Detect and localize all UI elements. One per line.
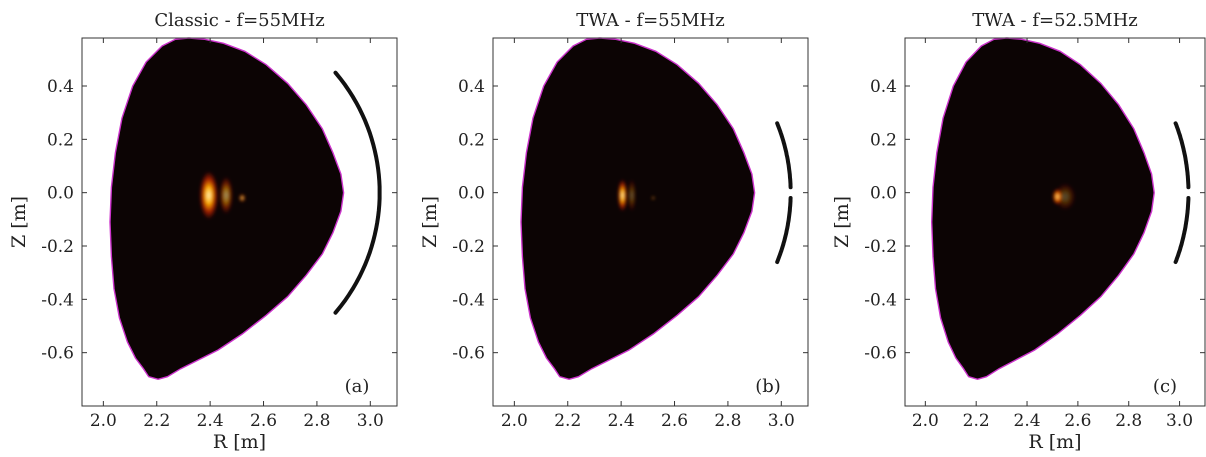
panel-2: 2.0 2.2 2.4 2.6 2.8 3.0 0.4 0.2 0.0 -0.2 -0.4 -0.6 T… xyxy=(419,10,809,431)
x-tick-label: 2.8 xyxy=(1115,411,1142,431)
y-axis-label: Z [m] xyxy=(419,196,441,248)
antenna-strap xyxy=(1173,121,1191,190)
antenna-strap xyxy=(775,196,793,264)
x-tick-label: 2.0 xyxy=(501,411,528,431)
plasma-boundary xyxy=(109,37,345,381)
y-tick-label: 0.4 xyxy=(47,77,74,97)
x-tick-label: 2.4 xyxy=(1014,411,1041,431)
x-tick-label: 2.8 xyxy=(714,411,741,431)
panel-title: Classic - f=55MHz xyxy=(154,10,324,31)
axes-frame xyxy=(492,37,809,407)
y-tick-label: -0.4 xyxy=(41,290,74,310)
y-tick-label: -0.2 xyxy=(41,237,74,257)
y-axis-label: Z [m] xyxy=(831,196,853,248)
x-tick-label: 2.0 xyxy=(912,411,939,431)
field-hotspot xyxy=(238,194,246,202)
field-hotspot xyxy=(199,171,219,220)
y-tick-label: -0.2 xyxy=(864,237,897,257)
x-tick-label: 3.0 xyxy=(1166,411,1193,431)
x-tick-label: 2.6 xyxy=(250,411,277,431)
y-tick-label: -0.6 xyxy=(452,344,485,364)
x-tick-label: 2.6 xyxy=(661,411,688,431)
plasma-region xyxy=(521,38,755,380)
y-tick-label: 0.2 xyxy=(47,130,74,150)
field-hotspot xyxy=(617,179,628,212)
antenna-strap xyxy=(1173,196,1191,264)
y-axis-label: Z [m] xyxy=(8,196,30,248)
x-tick-label: 2.8 xyxy=(303,411,330,431)
panel-title: TWA - f=52.5MHz xyxy=(972,10,1138,31)
x-tick-label: 2.2 xyxy=(554,411,581,431)
y-tick-label: -0.6 xyxy=(864,344,897,364)
field-hotspot xyxy=(627,179,636,212)
x-tick-label: 2.6 xyxy=(1064,411,1091,431)
y-tick-label: 0.4 xyxy=(458,77,485,97)
y-tick-label: 0.0 xyxy=(47,184,74,204)
x-tick-label: 2.2 xyxy=(963,411,990,431)
y-tick-label: 0.2 xyxy=(870,130,897,150)
y-tick-label: -0.4 xyxy=(864,290,897,310)
y-tick-label: 0.4 xyxy=(870,77,897,97)
x-tick-label: 2.2 xyxy=(143,411,170,431)
field-hotspot xyxy=(651,196,655,200)
plasma-region xyxy=(931,38,1155,380)
field-hotspot xyxy=(219,176,233,214)
x-axis-label: R [m] xyxy=(1028,431,1081,453)
axes-frame xyxy=(904,37,1206,407)
y-tick-label: -0.2 xyxy=(452,237,485,257)
panel-1: 2.0 2.2 2.4 2.6 2.8 3.0 0.4 0.2 0.0 -0.2 -0.4 -0.6 C… xyxy=(8,10,398,453)
x-tick-label: 2.4 xyxy=(608,411,635,431)
axes-frame xyxy=(81,37,398,407)
x-axis-label: R [m] xyxy=(213,431,266,453)
y-tick-label: -0.6 xyxy=(41,344,74,364)
antenna-strap xyxy=(333,70,382,315)
y-tick-label: 0.0 xyxy=(458,184,485,204)
y-tick-label: 0.0 xyxy=(870,184,897,204)
panel-3: 2.0 2.2 2.4 2.6 2.8 3.0 0.4 0.2 0.0 -0.2 -0.4 -0.6 T… xyxy=(831,10,1206,453)
x-tick-label: 2.0 xyxy=(90,411,117,431)
plasma-boundary xyxy=(930,37,1155,381)
panel-label: (a) xyxy=(345,376,370,397)
panel-label: (b) xyxy=(755,376,781,397)
x-tick-label: 2.4 xyxy=(197,411,224,431)
y-tick-label: -0.4 xyxy=(452,290,485,310)
antenna-strap xyxy=(775,121,793,190)
panel-title: TWA - f=55MHz xyxy=(576,10,724,31)
plasma-boundary xyxy=(520,37,756,381)
field-hotspot xyxy=(1055,183,1076,211)
x-tick-label: 3.0 xyxy=(768,411,795,431)
panel-label: (c) xyxy=(1153,376,1177,397)
x-tick-label: 3.0 xyxy=(357,411,384,431)
y-tick-label: 0.2 xyxy=(458,130,485,150)
